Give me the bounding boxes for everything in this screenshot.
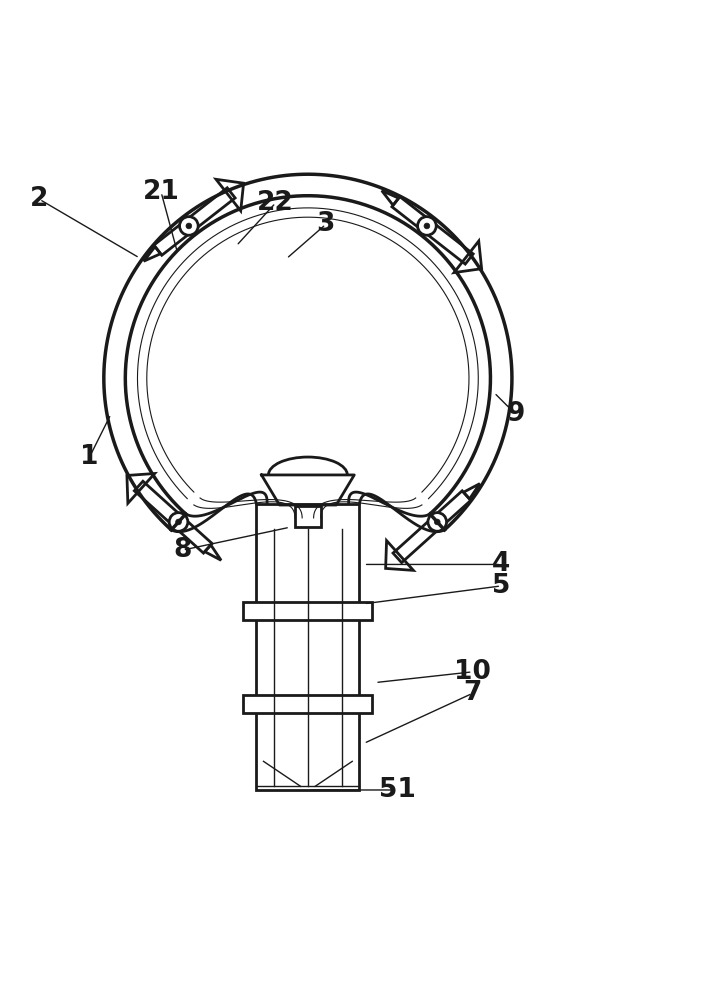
Text: 1: 1 bbox=[80, 444, 99, 470]
Text: 10: 10 bbox=[454, 659, 491, 685]
Circle shape bbox=[180, 217, 198, 235]
Text: 3: 3 bbox=[316, 211, 335, 237]
Bar bbox=[295, 506, 321, 527]
Text: 21: 21 bbox=[142, 179, 180, 205]
Circle shape bbox=[186, 223, 192, 229]
Text: 8: 8 bbox=[173, 537, 192, 563]
Text: 4: 4 bbox=[492, 551, 511, 577]
Circle shape bbox=[428, 513, 447, 531]
Text: 22: 22 bbox=[257, 190, 294, 216]
Circle shape bbox=[417, 217, 436, 235]
Circle shape bbox=[175, 519, 181, 525]
Bar bbox=[243, 695, 372, 713]
Text: 51: 51 bbox=[379, 777, 416, 803]
Circle shape bbox=[435, 519, 440, 525]
Bar bbox=[243, 602, 372, 620]
Text: 5: 5 bbox=[492, 573, 511, 599]
Text: 7: 7 bbox=[463, 680, 482, 706]
Bar bbox=[256, 504, 359, 790]
Circle shape bbox=[169, 513, 188, 531]
Text: 2: 2 bbox=[30, 186, 49, 212]
Circle shape bbox=[424, 223, 430, 229]
Text: 9: 9 bbox=[506, 401, 525, 427]
